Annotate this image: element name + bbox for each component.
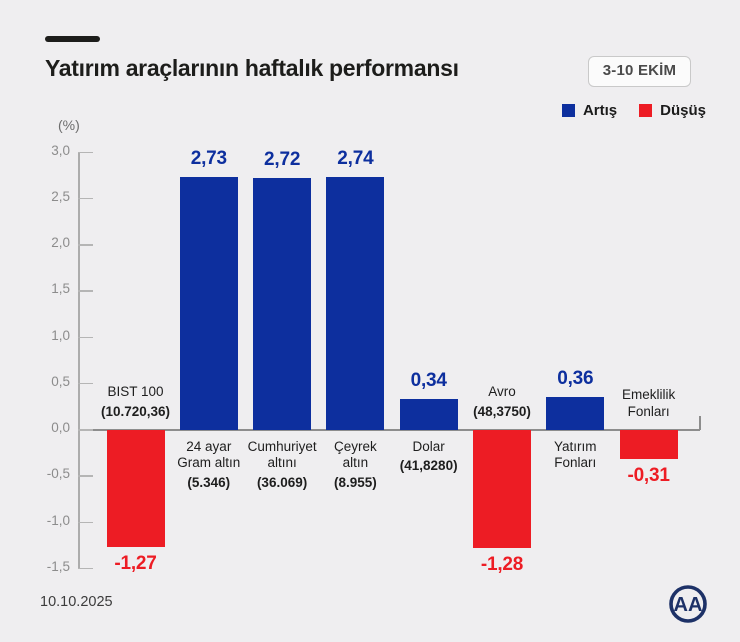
category-name: Emeklilik Fonları [621,387,676,419]
category-detail: (5.346) [187,474,231,490]
y-axis-tick [78,382,93,385]
y-axis-tick [78,197,93,200]
bar-value-label: 2,72 [264,149,301,171]
y-axis-tick [78,290,93,292]
bar-value-label: 0,36 [557,367,594,389]
baseline-end-tick [698,416,701,430]
legend-increase-label: Artış [582,102,618,119]
y-axis-tick-label: 0,5 [51,373,70,389]
bar-value-label: -1,28 [480,554,524,576]
y-axis-tick [78,429,93,431]
bar-4 [326,176,385,430]
y-axis-tick-label: 1,5 [51,281,70,297]
chart-legend: Artış Düşüş [561,102,706,119]
y-axis-tick [78,475,93,477]
category-name: Çeyrek altın [334,439,377,471]
bar-value-label: 2,73 [190,148,227,170]
accent-dash [45,36,100,42]
category-detail: (8.955) [334,474,377,490]
category-name: Cumhuriyet altını [247,439,317,471]
bar-3 [253,178,312,430]
category-detail: (36.069) [256,474,308,490]
bar-category-label: Çeyrek altın (8.955) [293,439,417,491]
bar-category-label: Cumhuriyet altını (36.069) [220,439,344,491]
bar-2 [179,177,238,430]
y-axis-tick [78,521,93,523]
y-axis-tick-label: -1,0 [46,512,70,528]
bar-category-label: Dolar (41,8280) [367,439,491,475]
y-axis-tick [78,151,93,153]
bar-category-label: 24 ayar Gram altın (5.346) [147,439,271,491]
bar-value-label: 2,74 [337,147,374,169]
svg-text:AA: AA [674,594,703,616]
y-axis-tick-label: 1,0 [51,327,70,343]
bar-5 [399,398,458,430]
bar-category-label: Emeklilik Fonları [587,387,711,420]
y-axis-tick [78,336,93,338]
bar-category-label: BIST 100 (10.720,36) [74,384,198,420]
bar-value-label: 0,34 [410,369,447,391]
bar-category-label: Yatırım Fonları [513,439,637,472]
y-axis-tick-label: 2,0 [51,235,70,250]
y-axis-tick-label: 3,0 [51,142,70,158]
bar-value-label: -0,31 [627,464,670,486]
zero-baseline [78,429,700,431]
category-detail: (10.720,36) [100,403,171,419]
increase-swatch-icon [561,104,575,117]
bar-8 [619,430,678,459]
category-name: Dolar [412,439,445,454]
bar-category-label: Avro (48,3750) [440,384,564,420]
category-name: Avro [488,384,516,400]
category-detail: (41,8280) [399,458,458,474]
aa-logo: AA [669,585,707,623]
y-axis-line [78,152,80,569]
y-axis-tick-label: 2,5 [51,188,70,204]
period-badge: 3-10 EKİM [588,56,691,87]
category-name: BIST 100 [107,384,164,400]
y-axis-tick-label: 0,0 [51,420,70,435]
publish-date: 10.10.2025 [40,594,113,610]
bar-value-label: -1,27 [114,553,157,575]
y-axis-tick [78,567,93,570]
bar-7 [546,396,605,430]
y-axis-unit-label: (%) [58,117,80,133]
y-axis-tick-label: -1,5 [46,558,70,574]
bar-1 [106,430,165,548]
page-title: Yatırım araçlarının haftalık performansı [45,55,459,81]
decrease-swatch-icon [639,104,653,117]
y-axis-tick [78,244,93,246]
category-name: Yatırım Fonları [554,439,597,471]
bar-6 [473,430,531,549]
category-name: 24 ayar Gram altın [177,439,241,471]
legend-decrease-label: Düşüş [660,102,706,119]
category-detail: (48,3750) [473,403,531,419]
y-axis-tick-label: -0,5 [46,466,70,482]
